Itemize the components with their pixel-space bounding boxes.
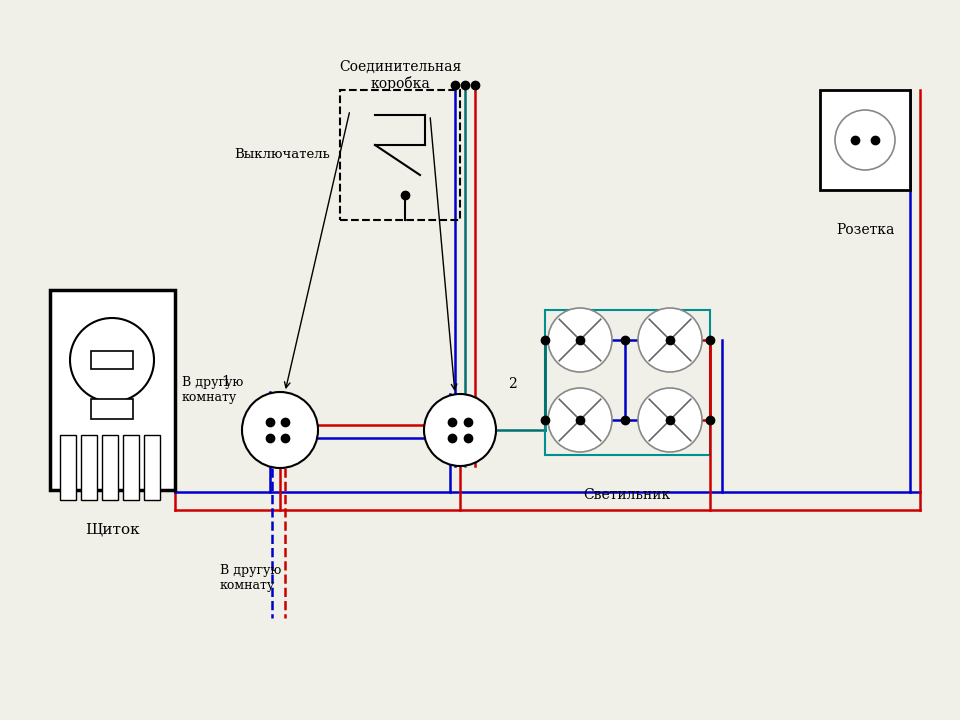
Circle shape	[548, 388, 612, 452]
Bar	[91, 351, 133, 369]
Circle shape	[638, 388, 702, 452]
Bar	[91, 399, 133, 419]
Bar	[123, 435, 139, 500]
Text: Светильник: Светильник	[584, 488, 671, 502]
Bar	[144, 435, 160, 500]
Circle shape	[835, 110, 895, 170]
Circle shape	[548, 308, 612, 372]
Circle shape	[424, 394, 496, 466]
Bar	[50, 290, 175, 490]
Bar	[102, 435, 118, 500]
Circle shape	[242, 392, 318, 468]
Text: Розетка: Розетка	[836, 223, 894, 237]
Bar	[820, 90, 910, 190]
Circle shape	[70, 318, 154, 402]
Text: В другую
комнату: В другую комнату	[220, 564, 281, 592]
Text: Соединительная
коробка: Соединительная коробка	[339, 60, 461, 91]
Circle shape	[638, 308, 702, 372]
Text: Щиток: Щиток	[84, 523, 139, 537]
Text: 2: 2	[508, 377, 516, 391]
Bar	[81, 435, 97, 500]
Bar	[60, 435, 76, 500]
Text: Выключатель: Выключатель	[234, 148, 330, 161]
Bar	[545, 310, 710, 455]
Bar	[340, 90, 460, 220]
Text: В другую
комнату: В другую комнату	[182, 376, 244, 404]
Text: 1: 1	[221, 375, 230, 389]
